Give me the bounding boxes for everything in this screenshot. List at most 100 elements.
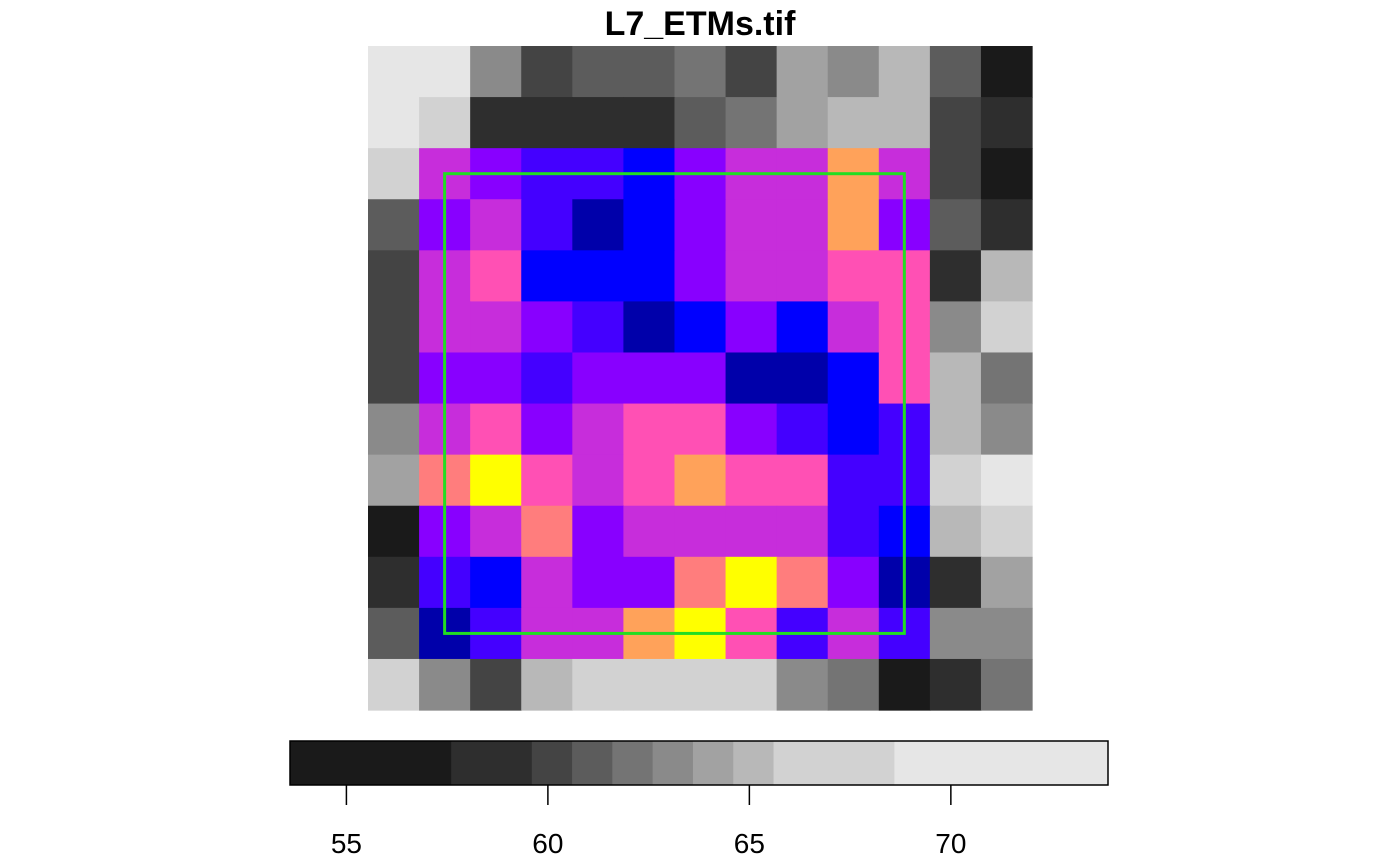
legend-color-segment: [692, 741, 734, 785]
raster-cell: [725, 505, 778, 558]
raster-cell: [521, 505, 573, 558]
raster-cell: [725, 352, 778, 405]
raster-cell: [980, 454, 1033, 507]
raster-cell: [623, 658, 676, 711]
raster-cell: [368, 556, 420, 609]
raster-cell: [368, 505, 420, 558]
raster-cell: [368, 250, 420, 302]
legend-tick-label: 70: [935, 828, 966, 859]
raster-cell: [776, 250, 829, 302]
legend-color-segment: [773, 741, 895, 785]
raster-cell: [674, 199, 727, 251]
raster-cell: [623, 403, 676, 456]
raster-cell: [980, 556, 1033, 609]
raster-cell: [725, 97, 778, 149]
raster-cell: [827, 403, 880, 456]
raster-cell: [827, 46, 880, 98]
raster-cell: [572, 250, 624, 302]
raster-cell: [776, 301, 829, 354]
raster-cell: [980, 658, 1033, 711]
raster-cell: [827, 352, 880, 405]
raster-cell: [827, 199, 880, 251]
raster-cell: [776, 454, 829, 507]
raster-cell: [470, 505, 522, 558]
raster-cell: [674, 454, 727, 507]
legend-color-segment: [572, 741, 613, 785]
raster-cell: [572, 454, 624, 507]
raster-cell: [623, 46, 676, 98]
raster-cell: [674, 505, 727, 558]
raster-cell: [980, 505, 1033, 558]
raster-cell: [776, 97, 829, 149]
raster-cell: [470, 454, 522, 507]
raster-cell: [572, 505, 624, 558]
raster-cell: [521, 250, 573, 302]
raster-cell: [521, 454, 573, 507]
legend-color-segment: [451, 741, 533, 785]
raster-cell: [419, 97, 471, 149]
raster-cell: [980, 97, 1033, 149]
raster-cell: [470, 301, 522, 354]
raster-cell: [776, 505, 829, 558]
raster-cell: [980, 607, 1033, 660]
raster-cell: [572, 46, 624, 98]
raster-cell: [368, 352, 420, 405]
extent-overlay: [443, 172, 906, 635]
raster-grid: [368, 46, 1033, 711]
raster-cell: [674, 250, 727, 302]
raster-cell: [419, 46, 471, 98]
legend-color-segment: [531, 741, 573, 785]
raster-cell: [929, 403, 982, 456]
raster-cell: [827, 454, 880, 507]
raster-cell: [470, 403, 522, 456]
raster-cell: [368, 46, 420, 98]
raster-cell: [980, 403, 1033, 456]
raster-cell: [725, 658, 778, 711]
raster-cell: [674, 352, 727, 405]
raster-cell: [623, 199, 676, 251]
raster-cell: [623, 301, 676, 354]
raster-cell: [470, 658, 522, 711]
raster-cell: [776, 199, 829, 251]
chart-title: L7_ETMs.tif: [604, 5, 796, 43]
raster-cell: [776, 352, 829, 405]
raster-cell: [674, 403, 727, 456]
raster-cell: [929, 46, 982, 98]
raster-cell: [725, 556, 778, 609]
raster-cell: [623, 505, 676, 558]
raster-cell: [470, 97, 522, 149]
raster-cell: [878, 97, 931, 149]
raster-cell: [725, 454, 778, 507]
raster-cell: [521, 301, 573, 354]
raster-cell: [368, 403, 420, 456]
raster-cell: [725, 403, 778, 456]
raster-cell: [929, 250, 982, 302]
raster-cell: [368, 199, 420, 251]
raster-cell: [470, 199, 522, 251]
raster-cell: [929, 658, 982, 711]
raster-cell: [980, 148, 1033, 200]
raster-cell: [827, 658, 880, 711]
raster-cell: [368, 301, 420, 354]
raster-cell: [674, 46, 727, 98]
legend-tick-label: 60: [532, 828, 563, 859]
raster-cell: [929, 505, 982, 558]
raster-cell: [521, 658, 573, 711]
raster-cell: [929, 301, 982, 354]
raster-cell: [470, 556, 522, 609]
raster-cell: [521, 403, 573, 456]
raster-cell: [827, 556, 880, 609]
raster-cell: [623, 250, 676, 302]
raster-cell: [368, 658, 420, 711]
legend-frame: [289, 740, 1109, 786]
raster-cell: [572, 97, 624, 149]
raster-cell: [980, 46, 1033, 98]
raster-cell: [827, 301, 880, 354]
raster-cell: [623, 556, 676, 609]
raster-cell: [929, 454, 982, 507]
raster-cell: [368, 148, 420, 200]
raster-cell: [572, 301, 624, 354]
legend-color-segment: [290, 741, 452, 785]
raster-cell: [572, 199, 624, 251]
